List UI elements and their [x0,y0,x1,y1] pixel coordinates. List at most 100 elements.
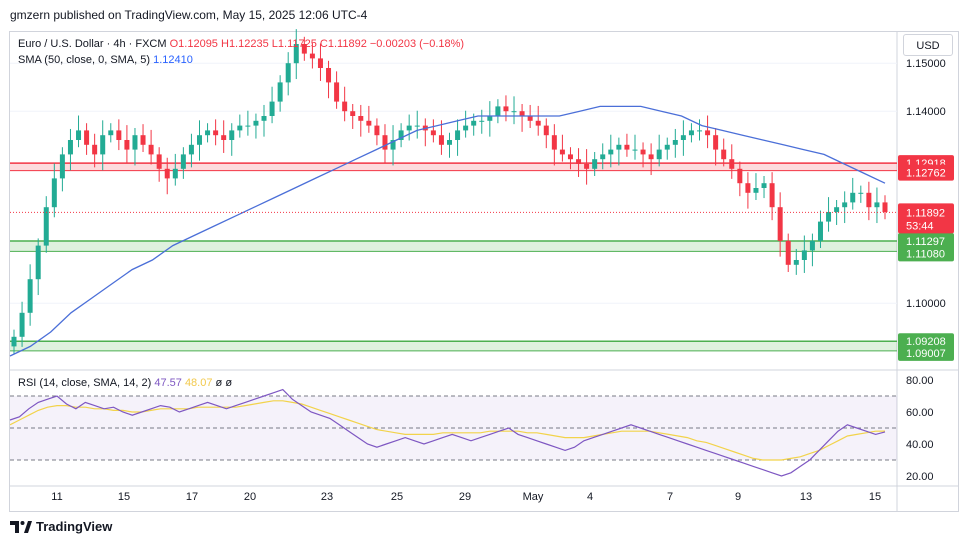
candle-body [269,101,275,116]
candle-body [826,212,832,222]
candle-body [648,154,654,160]
sma-value: 1.12410 [153,54,193,66]
candle-body [809,240,815,251]
symbol-label[interactable]: Euro / U.S. Dollar · 4h · FXCM [18,38,167,50]
chart-legend: Euro / U.S. Dollar · 4h · FXCM O1.12095 … [18,36,464,68]
candle-body [479,120,485,122]
candle-body [600,154,606,160]
candle-body [559,149,565,155]
candle-body [801,250,807,260]
candle-body [834,207,840,212]
rsi-legend: RSI (14, close, SMA, 14, 2) 47.57 48.07 … [18,377,232,389]
candle-body [59,154,65,179]
candle-body [51,178,57,208]
time-tick-label: 29 [459,491,471,503]
candle-body [519,111,525,116]
candle-body [688,130,694,136]
zone-top-label: 1.11297 [906,236,945,248]
candle-body [358,116,364,121]
time-tick-label: 23 [321,491,333,503]
candle-body [745,183,751,193]
candle-body [624,144,630,150]
price-tick-label: 1.10000 [906,298,946,310]
tradingview-logo-icon [10,520,32,533]
candle-body [664,144,670,150]
candle-body [11,336,17,347]
time-tick-label: 11 [51,491,62,503]
candle-body [277,82,283,102]
candle-body [697,130,703,132]
candle-body [309,53,315,59]
tradingview-logo[interactable]: TradingView [10,519,112,534]
candle-body [92,144,98,155]
candle-body [850,192,856,203]
rsi-sma-line [9,400,886,461]
current-price-label: 1.11892 [906,207,945,219]
candle-body [261,116,267,121]
candle-body [729,159,735,169]
candle-body [471,120,477,126]
candle-body [366,120,372,126]
candle-body [793,260,799,265]
rsi-tick-label: 80.00 [906,375,934,387]
sma-label[interactable]: SMA (50, close, 0, SMA, 5) [18,54,151,66]
candle-body [334,82,340,102]
chart-frame [9,31,959,512]
tradingview-brand: TradingView [36,519,113,534]
price-tick-label: 1.15000 [906,58,946,70]
rsi-tick-label: 60.00 [906,407,934,419]
candle-body [777,207,783,241]
rsi-label[interactable]: RSI (14, close, SMA, 14, 2) [18,377,152,389]
time-tick-label: 7 [667,491,673,503]
candle-body [301,44,307,54]
candle-body [858,192,864,194]
rsi-extra-2: ø [225,377,233,389]
candle-body [713,135,719,150]
candle-body [180,154,186,169]
candle-body [67,140,73,155]
zone-top-tag [898,232,954,249]
candle-body [551,135,557,150]
zone-bottom-tag [898,245,954,262]
candle-body [584,164,590,169]
candle-body [680,135,686,140]
candle-body [495,106,501,116]
candle-body [116,130,122,140]
candle-body [632,149,638,151]
candle-body [237,125,243,131]
candle-body [382,135,388,150]
rsi-tick-label: 20.00 [906,471,934,483]
candle-body [842,202,848,208]
candle-body [567,154,573,160]
candle-body [213,130,219,136]
support-zone [10,341,897,351]
candle-body [100,135,106,155]
open-value: O1.12095 [169,38,218,50]
candle-body [229,130,235,140]
time-tick-label: 20 [244,491,256,503]
candle-body [84,130,90,145]
candle-body [76,130,82,140]
candle-body [817,221,823,241]
candle-body [196,135,202,145]
candle-body [608,149,614,155]
candle-body [487,116,493,121]
resistance-zone [10,163,897,171]
candle-body [221,135,227,140]
rsi-line [9,388,886,477]
candle-body [705,130,711,136]
candle-body [866,192,872,208]
time-tick-label: 4 [587,491,593,503]
candle-body [390,140,396,150]
candle-body [761,183,767,188]
candle-body [753,188,759,193]
candle-body [350,111,356,116]
candle-body [164,168,170,179]
high-value: H1.12235 [221,38,269,50]
low-value: L1.11725 [271,38,317,50]
candle-body [785,240,791,265]
sma-line [9,105,886,357]
candle-body [463,125,469,131]
currency-button[interactable]: USD [903,34,953,56]
